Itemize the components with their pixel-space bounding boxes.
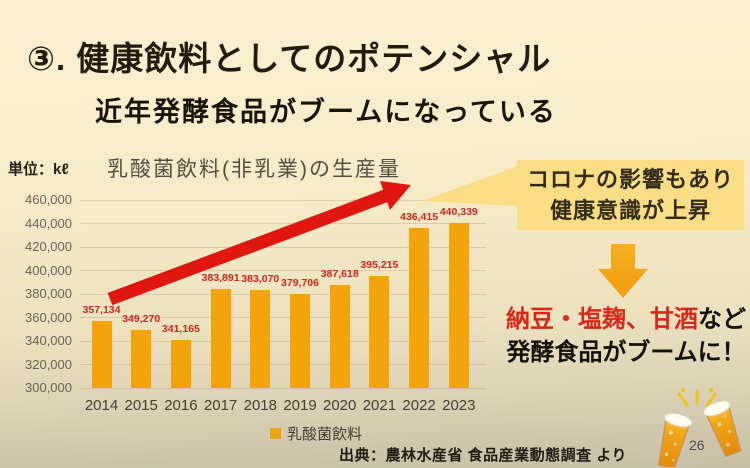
conclusion-line1: 納豆・塩麹、甘酒など [503, 303, 749, 336]
slide-subtitle: 近年発酵食品がブームになっている [95, 97, 557, 127]
y-tick-label: 440,000 [25, 215, 72, 231]
x-tick-label: 2016 [164, 397, 198, 414]
right-beer-glass [703, 400, 742, 458]
page-number: 26 [689, 437, 705, 453]
conclusion-line2: 発酵食品がブームに！ [506, 339, 746, 366]
bar-2021 [369, 276, 390, 388]
bar-value-label: 349,270 [122, 313, 161, 326]
chart-title: 乳酸菌飲料(非乳業)の生産量 [107, 158, 401, 181]
callout-line1: コロナの影響もあり [526, 167, 734, 192]
conclusion-highlight: 納豆・塩麹、甘酒 [506, 306, 698, 333]
legend-swatch-icon [270, 428, 281, 439]
x-tick-label: 2015 [124, 397, 158, 414]
x-tick-label: 2017 [203, 397, 238, 414]
bar-value-label: 440,339 [439, 206, 478, 219]
left-beer-glass [657, 412, 693, 467]
axis-unit-label: 単位：kℓ [8, 161, 69, 178]
chart-legend: 乳酸菌飲料 [270, 423, 362, 444]
y-tick-label: 400,000 [25, 262, 72, 278]
bar-2016 [170, 339, 191, 388]
gridline [80, 317, 486, 318]
gridline [80, 223, 486, 224]
sparkle-icon [677, 389, 717, 407]
gridline [80, 340, 486, 342]
x-tick-label: 2018 [243, 397, 277, 414]
bar-value-label: 357,134 [82, 303, 121, 316]
y-tick-label: 360,000 [25, 309, 72, 325]
bar-2018 [250, 290, 271, 388]
bar-value-label: 395,215 [360, 259, 399, 272]
down-arrow-icon [598, 244, 648, 298]
bar-2015 [131, 330, 152, 388]
y-tick-label: 340,000 [25, 333, 72, 348]
callout-box: コロナの影響もあり 健康意識が上昇 [517, 160, 744, 230]
bar-2023 [448, 223, 469, 388]
conclusion-text: 納豆・塩麹、甘酒など 発酵食品がブームに！ [503, 303, 749, 369]
x-tick-label: 2022 [402, 397, 436, 414]
bar-chart: 300,000 320,000 340,000 360,000 380,000 400,0… [0, 150, 495, 450]
bar-2020 [329, 285, 350, 388]
legend-label: 乳酸菌飲料 [287, 426, 363, 443]
y-tick-label: 380,000 [25, 286, 72, 301]
x-tick-label: 2023 [442, 397, 476, 414]
bar-2019 [290, 294, 310, 388]
gridline [80, 387, 486, 389]
callout-line2: 健康意識が上昇 [549, 198, 711, 223]
y-tick-label: 320,000 [25, 356, 72, 372]
beer-cheers-icon [657, 388, 742, 467]
bar-2017 [210, 289, 231, 388]
source-note: 出典：農林水産省 食品産業動態調査 より [339, 447, 628, 464]
y-tick-label: 420,000 [25, 239, 72, 254]
y-tick-label: 460,000 [25, 192, 72, 207]
page-title: ③. 健康飲料としてのポテンシャル [27, 40, 552, 77]
x-tick-label: 2021 [362, 397, 397, 414]
gridline [80, 364, 486, 365]
gridline [80, 199, 486, 201]
bar-2022 [409, 227, 430, 388]
conclusion-suffix: など [698, 306, 746, 333]
x-tick-label: 2014 [84, 397, 119, 414]
bar-value-label: 436,415 [400, 210, 439, 223]
y-tick-label: 300,000 [25, 380, 72, 395]
x-tick-label: 2019 [283, 397, 317, 414]
bar-value-label: 341,165 [161, 322, 200, 335]
x-tick-label: 2020 [323, 397, 357, 414]
bar-2014 [91, 320, 112, 388]
